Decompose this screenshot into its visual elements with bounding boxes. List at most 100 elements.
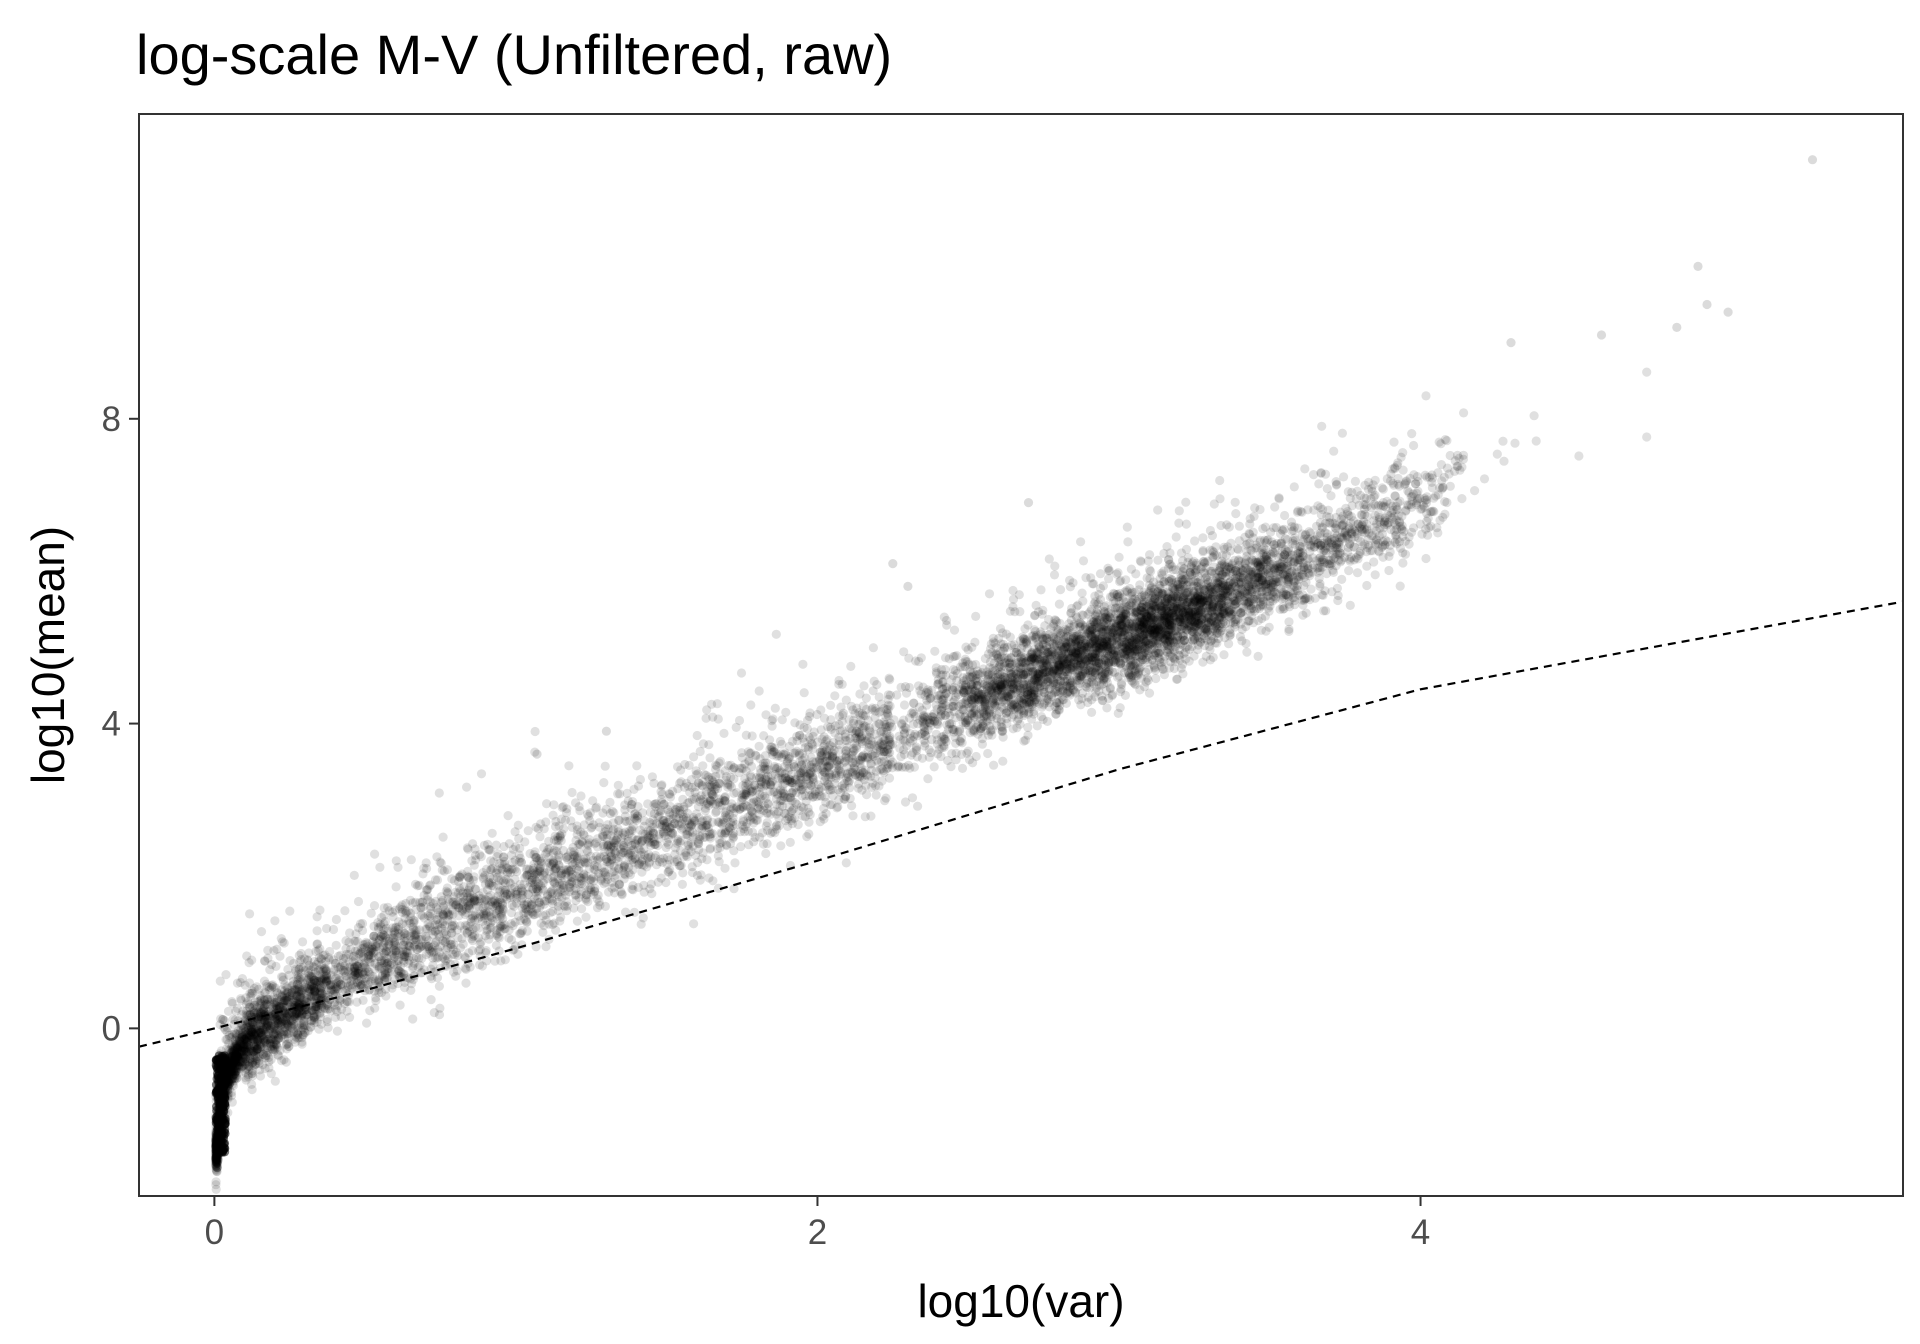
data-point [1057, 642, 1067, 652]
data-point [244, 1062, 254, 1072]
data-point [247, 1024, 257, 1034]
data-point [530, 726, 540, 737]
data-point [535, 832, 545, 842]
data-point [579, 869, 589, 879]
data-point [1214, 602, 1224, 612]
data-point [1144, 640, 1154, 650]
data-point [1133, 647, 1143, 657]
data-point [370, 849, 380, 859]
data-point [230, 1050, 240, 1060]
data-point [1329, 554, 1339, 564]
data-point [212, 1158, 223, 1168]
data-point [349, 975, 359, 985]
data-point [1002, 718, 1012, 729]
data-point [832, 759, 842, 769]
data-point [1272, 589, 1282, 599]
data-point [1156, 621, 1166, 631]
data-point [1157, 608, 1167, 619]
data-point [1215, 475, 1225, 486]
data-point [1289, 482, 1299, 492]
data-point [1102, 636, 1112, 646]
data-point [1148, 591, 1158, 601]
data-point [316, 954, 327, 964]
data-point [1163, 630, 1173, 640]
data-point [1058, 626, 1068, 636]
data-point [1049, 633, 1059, 643]
data-point [625, 816, 635, 826]
data-point [1081, 573, 1091, 583]
data-point [1160, 598, 1170, 608]
data-point [581, 871, 591, 881]
data-point [251, 1034, 262, 1044]
data-point [754, 686, 764, 696]
data-point [1356, 524, 1367, 534]
data-point [814, 786, 824, 797]
data-point [1027, 647, 1037, 657]
data-point [1529, 411, 1539, 421]
data-point [366, 908, 376, 918]
data-point [1084, 658, 1094, 668]
data-point [245, 1018, 255, 1028]
data-point [229, 1046, 239, 1056]
data-point [1337, 574, 1347, 585]
data-point [693, 778, 704, 788]
data-point [1147, 626, 1157, 636]
data-point [714, 794, 724, 804]
data-point [306, 1015, 316, 1026]
data-point [1233, 545, 1244, 555]
data-point [1072, 641, 1082, 651]
points-layer [211, 155, 1818, 1194]
data-point [936, 706, 946, 716]
data-point [232, 1052, 242, 1062]
data-point [1479, 474, 1490, 484]
data-point [1013, 672, 1023, 683]
data-point [1111, 650, 1121, 660]
data-point [1326, 491, 1336, 501]
data-point [1353, 533, 1363, 543]
data-point [237, 1049, 247, 1059]
data-point [1108, 655, 1118, 665]
data-point [279, 1006, 289, 1016]
data-point [823, 756, 833, 766]
data-point [1294, 572, 1304, 582]
data-point [1024, 678, 1034, 689]
data-point [1459, 408, 1469, 418]
data-point [265, 965, 275, 975]
data-point [271, 961, 281, 972]
data-point [317, 989, 327, 999]
data-point [676, 765, 686, 775]
data-point [1153, 555, 1163, 565]
data-point [365, 1006, 375, 1016]
data-point [1156, 601, 1167, 612]
data-point [1244, 592, 1254, 602]
data-point [1421, 391, 1431, 401]
data-point [1074, 676, 1084, 686]
data-point [1104, 693, 1114, 704]
data-point [231, 1049, 241, 1059]
data-point [1049, 570, 1060, 580]
data-point [1330, 529, 1340, 539]
data-point [1306, 540, 1316, 550]
data-point [256, 1017, 267, 1027]
data-point [266, 1035, 276, 1045]
data-point [1353, 519, 1363, 529]
data-point [1148, 615, 1158, 625]
data-point [798, 659, 808, 669]
data-point [1048, 621, 1058, 631]
data-point [794, 778, 804, 788]
data-point [654, 834, 664, 844]
data-point [247, 1027, 257, 1037]
data-point [728, 828, 739, 838]
data-point [466, 880, 476, 890]
data-point [1277, 525, 1287, 535]
data-point [1268, 591, 1279, 602]
data-point [247, 955, 257, 965]
data-point [521, 908, 531, 918]
data-point [395, 967, 406, 977]
data-point [1331, 480, 1342, 490]
data-point [1119, 629, 1129, 640]
data-point [762, 808, 772, 818]
data-point [1492, 449, 1502, 459]
data-point [841, 745, 851, 756]
